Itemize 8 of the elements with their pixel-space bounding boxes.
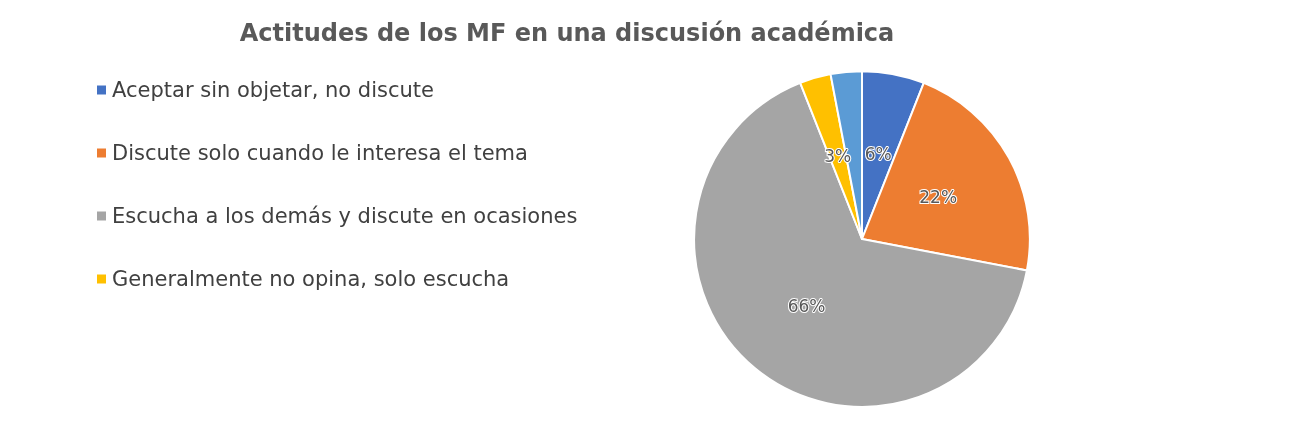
data-label: 66% bbox=[787, 295, 826, 316]
chart-title: Actitudes de los MF en una discusión académica bbox=[239, 19, 895, 47]
data-label: 6% bbox=[864, 143, 892, 164]
legend-label: Escucha a los demás y discute en ocasiones bbox=[112, 204, 578, 228]
data-label: 22% bbox=[919, 187, 958, 208]
legend-label: Discute solo cuando le interesa el tema bbox=[112, 141, 528, 165]
legend-label: Generalmente no opina, solo escucha bbox=[112, 267, 510, 291]
legend-label: Aceptar sin objetar, no discute bbox=[112, 78, 434, 102]
